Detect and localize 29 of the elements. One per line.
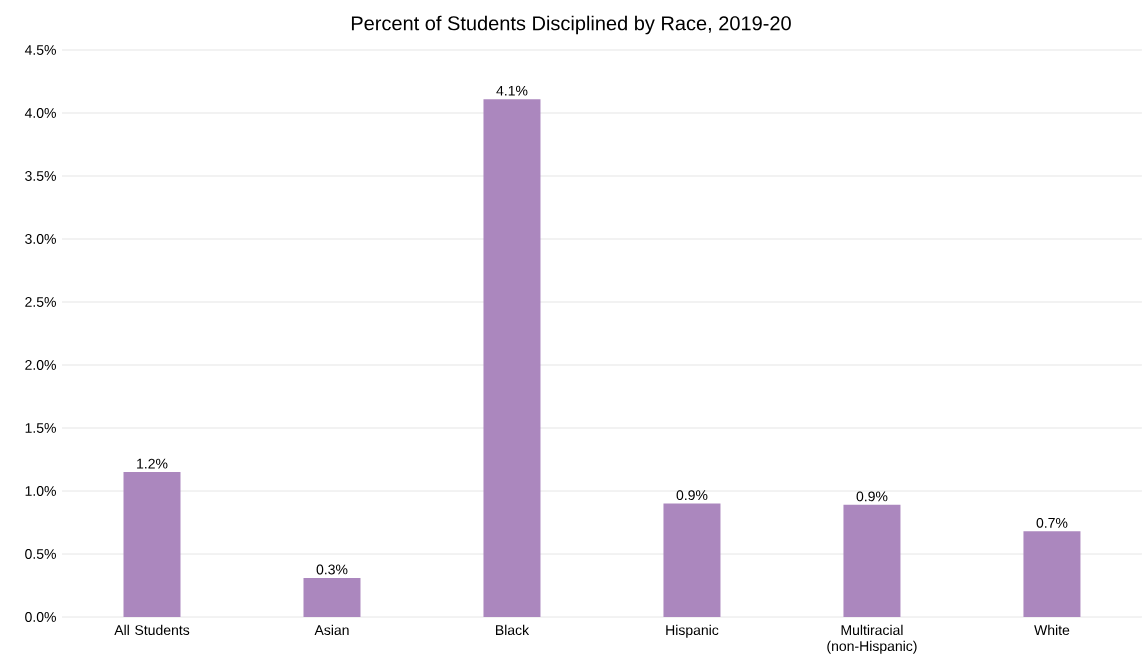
- bar: [123, 472, 181, 617]
- x-tick-label: All Students: [114, 624, 190, 636]
- x-tick-label: Multiracial (non-Hispanic): [827, 624, 917, 654]
- y-tick-label: 2.0%: [25, 360, 56, 370]
- data-label: 0.9%: [676, 490, 708, 501]
- data-label: 0.9%: [856, 491, 888, 502]
- x-tick-label: White: [1034, 624, 1070, 636]
- chart-title: Percent of Students Disciplined by Race, 2019-20: [351, 15, 791, 35]
- x-tick-label: Black: [496, 624, 530, 636]
- y-tick-label: 0.0%: [25, 612, 56, 622]
- data-label: 0.7%: [1036, 517, 1068, 528]
- y-tick-label: 0.5%: [25, 549, 56, 559]
- y-tick-label: 2.5%: [25, 297, 56, 307]
- y-tick-label: 3.5%: [25, 171, 56, 181]
- bar: [483, 99, 541, 617]
- bar: [663, 503, 721, 617]
- bar: [303, 577, 361, 617]
- bar: [1023, 531, 1081, 617]
- y-tick-label: 3.0%: [25, 234, 56, 244]
- y-tick-label: 4.0%: [24, 108, 56, 118]
- y-tick-label: 1.5%: [25, 423, 56, 433]
- x-tick-label: Hispanic: [666, 624, 719, 638]
- x-tick-label: Asian: [314, 624, 349, 636]
- data-label: 4.1%: [496, 85, 528, 96]
- y-tick-label: 1.0%: [25, 486, 56, 496]
- bar: [843, 504, 901, 617]
- data-label: 1.2%: [137, 458, 168, 469]
- data-label: 0.3%: [316, 564, 348, 575]
- y-tick-label: 4.5%: [24, 45, 56, 55]
